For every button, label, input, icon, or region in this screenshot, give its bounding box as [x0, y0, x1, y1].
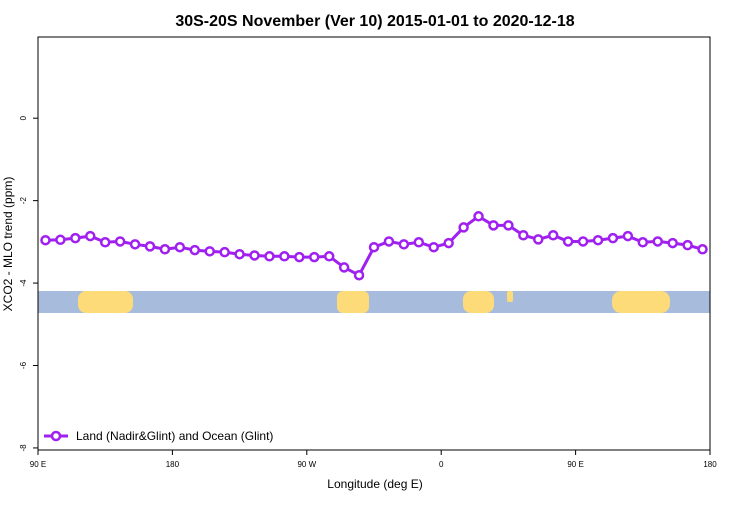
data-point — [622, 230, 634, 242]
data-point — [70, 232, 81, 244]
data-point — [488, 220, 499, 231]
data-point — [55, 234, 66, 246]
data-point — [144, 241, 156, 252]
data-point — [398, 239, 410, 250]
data-point — [338, 262, 350, 273]
data-point — [129, 239, 141, 250]
data-point — [503, 220, 514, 231]
legend: Land (Nadir&Glint) and Ocean (Glint) — [44, 429, 273, 443]
data-point — [562, 236, 574, 247]
y-axis-label: XCO2 - MLO trend (ppm) — [1, 177, 15, 312]
data-point — [99, 237, 111, 248]
data-point — [458, 222, 469, 233]
data-point — [159, 244, 171, 255]
legend-marker — [50, 430, 62, 442]
data-point — [443, 237, 454, 249]
x-tick-label: 0 — [439, 460, 444, 469]
x-tick-label: 180 — [703, 460, 717, 469]
data-point — [219, 246, 230, 258]
data-point — [682, 239, 693, 251]
chart-title: 30S-20S November (Ver 10) 2015-01-01 to … — [175, 13, 574, 30]
data-point — [279, 251, 290, 262]
land — [463, 291, 494, 313]
data-point — [547, 230, 559, 241]
data-point — [309, 251, 320, 263]
x-tick-label: 90 E — [567, 460, 583, 469]
map-strip — [38, 291, 710, 313]
land — [78, 291, 133, 313]
legend-label: Land (Nadir&Glint) and Ocean (Glint) — [76, 429, 273, 443]
data-point — [383, 236, 395, 247]
x-tick-label: 180 — [166, 460, 180, 469]
data-point — [323, 251, 335, 262]
x-axis-label: Longitude (deg E) — [327, 477, 422, 491]
y-tick-label: -2 — [19, 197, 28, 205]
y-tick-label: -8 — [19, 444, 28, 452]
data-point — [189, 244, 201, 256]
data-point — [667, 237, 678, 249]
data-point — [353, 269, 365, 281]
data-point — [174, 241, 186, 253]
x-tick-label: 90 E — [30, 460, 46, 469]
land — [612, 291, 670, 313]
data-point — [40, 234, 51, 246]
data-point — [204, 246, 215, 257]
x-tick-label: 90 W — [297, 460, 316, 469]
data-point — [249, 250, 260, 261]
data-point — [234, 248, 245, 260]
data-point — [518, 230, 529, 241]
data-point — [264, 251, 275, 262]
y-tick-label: -4 — [19, 279, 28, 287]
data-point — [114, 236, 126, 247]
data-point — [428, 241, 439, 253]
land — [337, 291, 369, 313]
plot-frame — [37, 36, 711, 451]
data-point — [592, 234, 604, 246]
data-point — [697, 244, 708, 255]
data-point — [652, 236, 663, 247]
data-point — [294, 251, 305, 263]
y-tick-label: 0 — [19, 115, 28, 120]
data-point — [85, 230, 96, 242]
data-point — [637, 237, 649, 248]
data-point — [473, 211, 484, 222]
data-point — [577, 236, 589, 247]
data-point — [533, 234, 544, 245]
data-point — [607, 232, 619, 244]
y-tick-label: -6 — [19, 361, 28, 369]
data-point — [413, 237, 425, 248]
data-point — [368, 241, 380, 253]
ocean-strip — [38, 291, 710, 313]
land — [507, 291, 513, 302]
